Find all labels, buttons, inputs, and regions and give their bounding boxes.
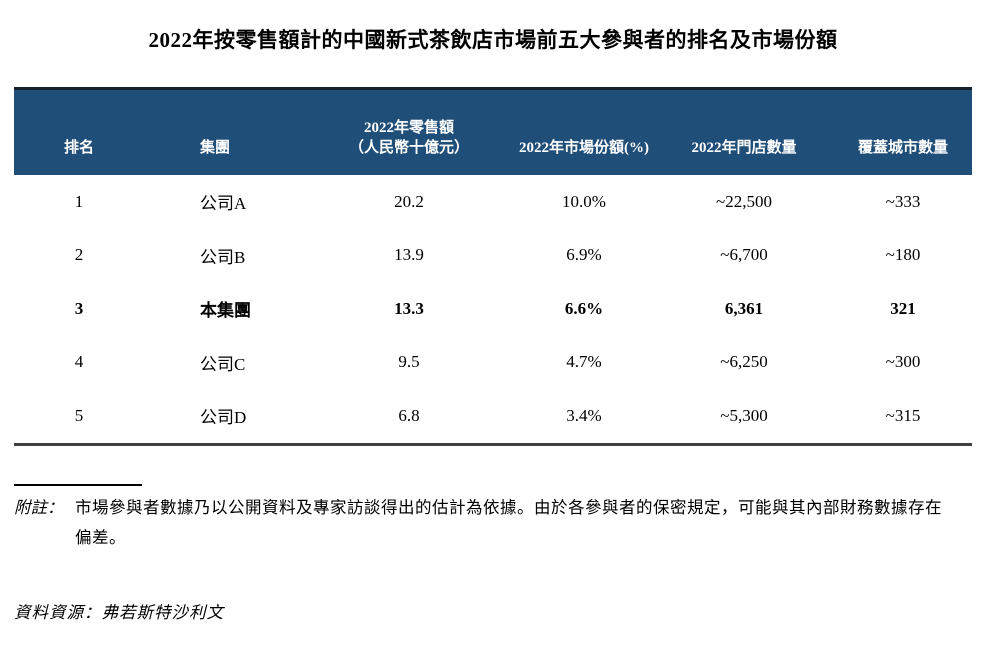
cell-group: 公司A (200, 194, 247, 214)
cell-retail: 13.3 (394, 298, 424, 318)
header-cell-cities: 覆蓋城市數量 (857, 140, 948, 156)
header-cell-group: 集團 (200, 140, 231, 156)
table-row: 4 公司C 9.5 4.7% ~6,250 ~300 (14, 336, 972, 390)
footnote: 附註： 市場參與者數據乃以公開資料及專家訪談得出的估計為依據。由於各參與者的保密… (14, 493, 972, 553)
cell-stores: ~6,700 (720, 245, 768, 265)
cell-cities: ~300 (885, 352, 921, 372)
table-row: 2 公司B 13.9 6.9% ~6,700 ~180 (14, 229, 972, 283)
market-ranking-table: 排名 集團 2022年零售額 （人民幣十億元） 2022年市場份額(%) 202… (14, 87, 972, 446)
cell-rank: 5 (74, 405, 84, 425)
cell-group: 公司D (200, 408, 247, 428)
footnote-divider (14, 483, 142, 486)
header-cell-retail: 2022年零售額 （人民幣十億元） (304, 118, 514, 158)
cell-stores: ~6,250 (720, 352, 768, 372)
cell-cities: ~315 (885, 405, 921, 425)
header-cell-retail-line2: （人民幣十億元） (348, 140, 469, 156)
table-body: 1 公司A 20.2 10.0% ~22,500 ~333 2 公司B 13.9… (14, 175, 972, 446)
footnote-label: 附註： (14, 497, 64, 517)
cell-share: 10.0% (562, 191, 606, 211)
cell-cities: 321 (890, 298, 916, 318)
table-row: 1 公司A 20.2 10.0% ~22,500 ~333 (14, 175, 972, 229)
footnote-text: 市場參與者數據乃以公開資料及專家訪談得出的估計為依據。由於各參與者的保密規定，可… (75, 497, 942, 547)
cell-stores: ~22,500 (716, 191, 772, 211)
header-cell-retail-line1: 2022年零售額 (363, 120, 454, 136)
header-cell-rank: 排名 (63, 140, 94, 156)
cell-stores: ~5,300 (720, 405, 768, 425)
table-row: 5 公司D 6.8 3.4% ~5,300 ~315 (14, 389, 972, 443)
table-header-row: 排名 集團 2022年零售額 （人民幣十億元） 2022年市場份額(%) 202… (14, 87, 972, 175)
cell-share: 6.6% (564, 298, 604, 318)
cell-retail: 13.9 (394, 245, 424, 265)
page-title: 2022年按零售額計的中國新式茶飲店市場前五大參與者的排名及市場份額 (148, 28, 838, 52)
cell-retail: 9.5 (398, 352, 420, 372)
cell-rank: 2 (74, 245, 84, 265)
table-row-the-group: 3 本集團 13.3 6.6% 6,361 321 (14, 282, 972, 336)
cell-group: 公司C (200, 354, 246, 374)
cell-group: 本集團 (200, 301, 251, 321)
cell-stores: 6,361 (724, 298, 764, 318)
cell-rank: 4 (74, 352, 84, 372)
cell-share: 4.7% (566, 352, 602, 372)
cell-group: 公司B (200, 247, 246, 267)
header-cell-stores: 2022年門店數量 (691, 140, 797, 156)
source-line: 資料資源：弗若斯特沙利文 (14, 602, 224, 622)
cell-rank: 1 (74, 191, 84, 211)
cell-cities: ~333 (885, 191, 921, 211)
header-cell-share: 2022年市場份額(%) (519, 140, 649, 156)
cell-cities: ~180 (885, 245, 921, 265)
cell-retail: 20.2 (394, 191, 424, 211)
cell-rank: 3 (74, 298, 84, 318)
cell-share: 3.4% (566, 405, 602, 425)
cell-share: 6.9% (566, 245, 602, 265)
cell-retail: 6.8 (398, 405, 420, 425)
